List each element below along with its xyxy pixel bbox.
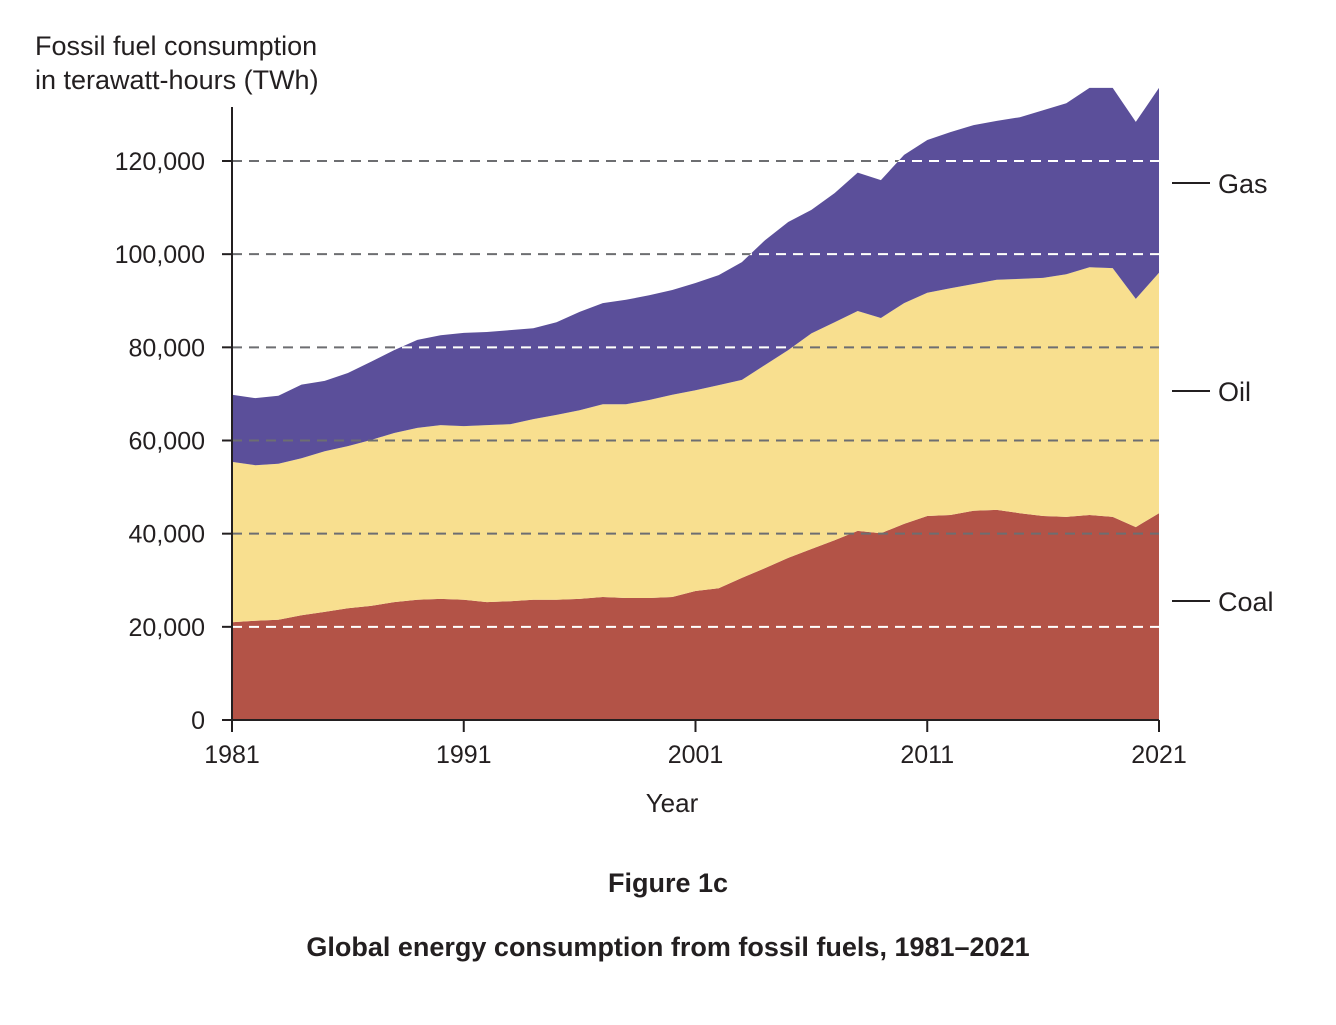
x-tick-label: 1991 xyxy=(436,741,492,769)
figure-label: Figure 1c xyxy=(608,868,728,898)
series-label-coal: Coal xyxy=(1218,587,1274,617)
y-tick-label: 40,000 xyxy=(129,521,205,549)
series-label-gas: Gas xyxy=(1218,169,1268,199)
area-oil xyxy=(232,267,1159,623)
y-axis-title-line-2: in terawatt-hours (TWh) xyxy=(35,65,319,95)
x-tick-label: 2011 xyxy=(900,741,954,769)
axes: 0 20,000 40,000 60,000 80,000 100,000 120,000 1… xyxy=(115,107,1187,769)
x-tick-label: 2001 xyxy=(668,741,724,769)
y-tick-label: 100,000 xyxy=(115,241,205,269)
x-axis-title: Year xyxy=(646,788,699,818)
x-tick-label: 2021 xyxy=(1131,741,1187,769)
y-axis-title-line-1: Fossil fuel consumption xyxy=(35,31,317,61)
y-tick-label: 60,000 xyxy=(129,428,205,456)
areas-group xyxy=(232,87,1159,720)
y-tick-label: 20,000 xyxy=(129,614,205,642)
series-label-oil: Oil xyxy=(1218,377,1251,407)
x-tick-label: 1981 xyxy=(204,741,260,769)
series-labels: Coal Oil Gas xyxy=(1172,169,1274,617)
area-coal xyxy=(232,509,1159,720)
y-tick-label: 0 xyxy=(191,707,205,735)
figure-title: Global energy consumption from fossil fu… xyxy=(306,932,1029,962)
y-tick-label: 120,000 xyxy=(115,148,205,176)
y-tick-label: 80,000 xyxy=(129,334,205,362)
area-gas xyxy=(232,87,1159,466)
gridlines xyxy=(232,160,1159,628)
